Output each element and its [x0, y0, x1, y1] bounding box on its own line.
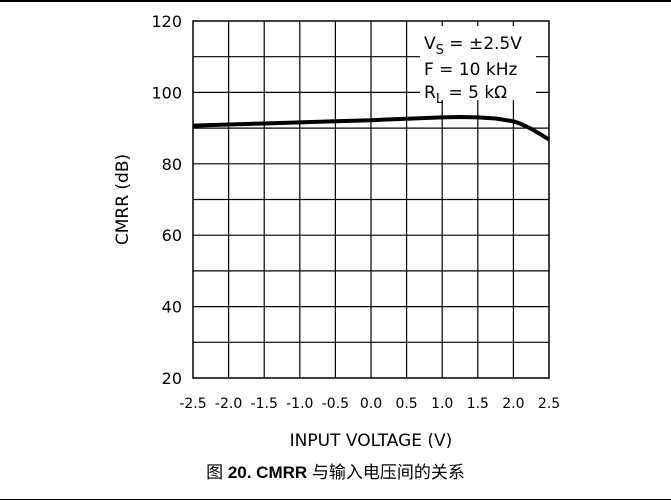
y-tick-label: 20: [162, 369, 182, 388]
cmrr-curve: [192, 115, 551, 142]
y-tick-label: 120: [151, 12, 182, 31]
figure-caption: 图 20. CMRR 与输入电压间的关系: [0, 458, 671, 483]
y-tick-label: 100: [151, 83, 182, 102]
annotations: VS = ±2.5VF = 10 kHz RL = 5 kΩ: [424, 34, 522, 107]
y-axis-label: CMRR (dB): [113, 154, 133, 245]
annotation-box: [420, 26, 536, 100]
bottom-rule: [0, 499, 671, 500]
plot-frame: [192, 20, 550, 379]
x-tick-label: -2.0: [215, 396, 242, 412]
x-tick-label: 0.5: [395, 396, 417, 412]
x-tick-label: -1.0: [286, 396, 313, 412]
y-tick-label: 60: [162, 226, 182, 245]
x-tick-label: 2.0: [502, 396, 524, 412]
tick-labels: -2.5 -2.0 -1.5 -1.0 -0.5 0.0 0.5 1.0 1.5 2.0 2.5 20…: [151, 12, 560, 412]
cmrr-chart: -2.5 -2.0 -1.5 -1.0 -0.5 0.0 0.5 1.0 1.5 2.0 2.5 20…: [113, 12, 560, 451]
caption-prefix: 图: [206, 463, 224, 482]
y-tick-label: 80: [162, 155, 182, 174]
top-rule: [0, 0, 671, 2]
caption-label: 20. CMRR: [227, 463, 308, 482]
x-tick-label: 2.5: [538, 396, 560, 412]
x-tick-label: -1.5: [251, 396, 278, 412]
x-tick-label: 0.0: [360, 396, 382, 412]
x-tick-label: 1.0: [431, 396, 453, 412]
caption-suffix: 与输入电压间的关系: [311, 463, 465, 482]
x-axis-label: INPUT VOLTAGE (V): [290, 431, 453, 451]
x-tick-label: -2.5: [179, 396, 206, 412]
y-tick-label: 40: [162, 298, 182, 317]
annotation-line: RL = 5 kΩ: [424, 83, 507, 107]
x-tick-label: 1.5: [467, 396, 489, 412]
x-tick-label: -0.5: [322, 396, 349, 412]
annotation-line: F = 10 kHz: [424, 60, 517, 80]
annotation-line: VS = ±2.5V: [424, 34, 522, 58]
